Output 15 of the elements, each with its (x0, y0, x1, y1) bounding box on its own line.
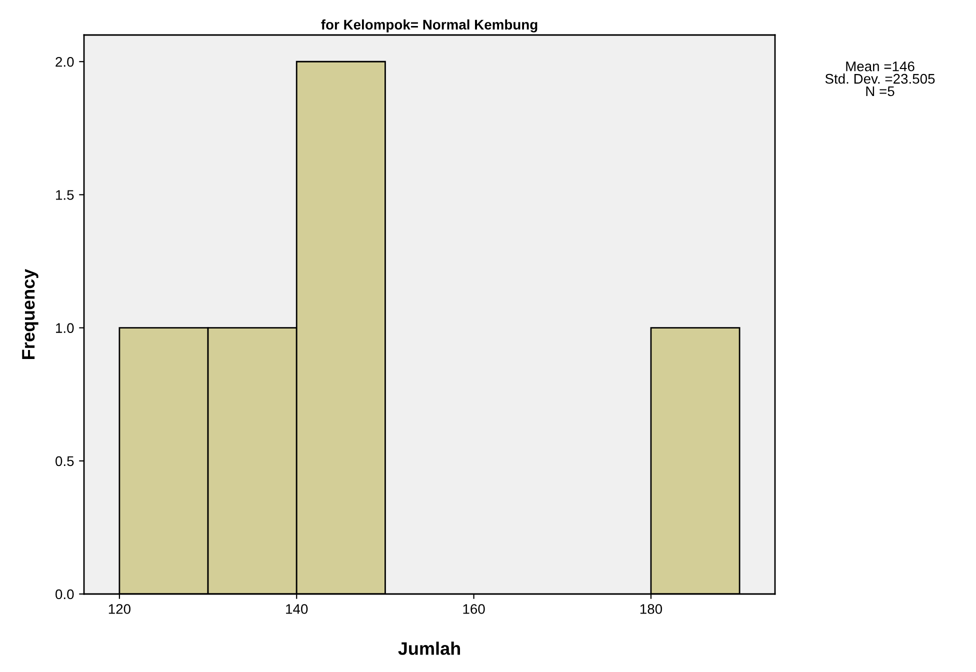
text: N =5 (866, 86, 894, 96)
y-tick-label: 0.0 (56, 589, 74, 600)
chart-title: for Kelompok= Normal Kembung (321, 19, 538, 32)
text: Mean =146 (846, 61, 914, 72)
x-tick-label: 180 (640, 604, 662, 614)
y-tick-label: 0.5 (56, 456, 74, 466)
y-axis-title: Frequency (22, 268, 38, 359)
x-tick-label: 120 (108, 604, 130, 614)
text: Std. Dev. =23.505 (825, 74, 935, 84)
y-tick-label: 1.0 (56, 323, 74, 333)
x-tick-label: 140 (286, 604, 308, 614)
y-tick-label: 1.5 (56, 190, 74, 200)
y-tick-label: 2.0 (56, 56, 74, 67)
x-tick-label: 160 (463, 604, 485, 614)
x-axis-title: Jumlah (398, 642, 460, 655)
